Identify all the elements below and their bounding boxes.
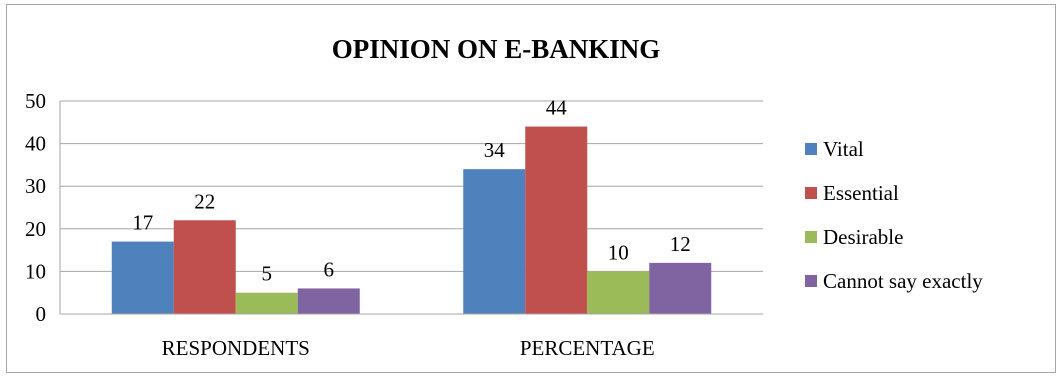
legend-swatch [805,275,817,287]
bar [235,292,298,314]
y-tick-label: 40 [25,132,46,156]
bar [297,288,360,314]
data-label: 22 [194,189,215,213]
data-label: 12 [670,232,691,256]
bar [649,262,712,314]
y-tick-label: 50 [25,89,46,113]
bar [111,241,174,314]
bar [587,271,650,314]
data-label: 10 [608,240,629,264]
chart-title: OPINION ON E-BANKING [332,34,661,64]
data-label: 6 [324,257,335,281]
data-labels: 17 22 5 6 34 44 10 12 [132,96,691,286]
legend-swatch [805,187,817,199]
y-tick-label: 0 [36,302,47,326]
legend-label: Cannot say exactly [823,269,983,293]
legend-swatch [805,143,817,155]
y-tick-label: 10 [25,259,46,283]
x-category-label: PERCENTAGE [520,336,655,360]
y-tick-label: 30 [25,174,46,198]
y-axis: 0 10 20 30 40 50 [25,89,61,326]
data-label: 17 [132,211,153,235]
legend-swatch [805,231,817,243]
legend-label: Desirable [823,225,903,249]
legend-item: Desirable [805,225,903,249]
legend-label: Vital [823,137,864,161]
bar [463,169,526,314]
legend-item: Vital [805,137,864,161]
legend-item: Cannot say exactly [805,269,983,293]
bar [525,126,588,314]
data-label: 44 [546,96,568,120]
data-label: 34 [484,138,506,162]
bar [173,220,236,314]
bars [111,126,712,314]
data-label: 5 [262,262,273,286]
legend-label: Essential [823,181,899,205]
x-axis: RESPONDENTS PERCENTAGE [60,313,763,360]
y-tick-label: 20 [25,217,46,241]
x-category-label: RESPONDENTS [162,336,310,360]
legend-item: Essential [805,181,899,205]
legend: Vital Essential Desirable Cannot say exactl… [805,137,983,293]
